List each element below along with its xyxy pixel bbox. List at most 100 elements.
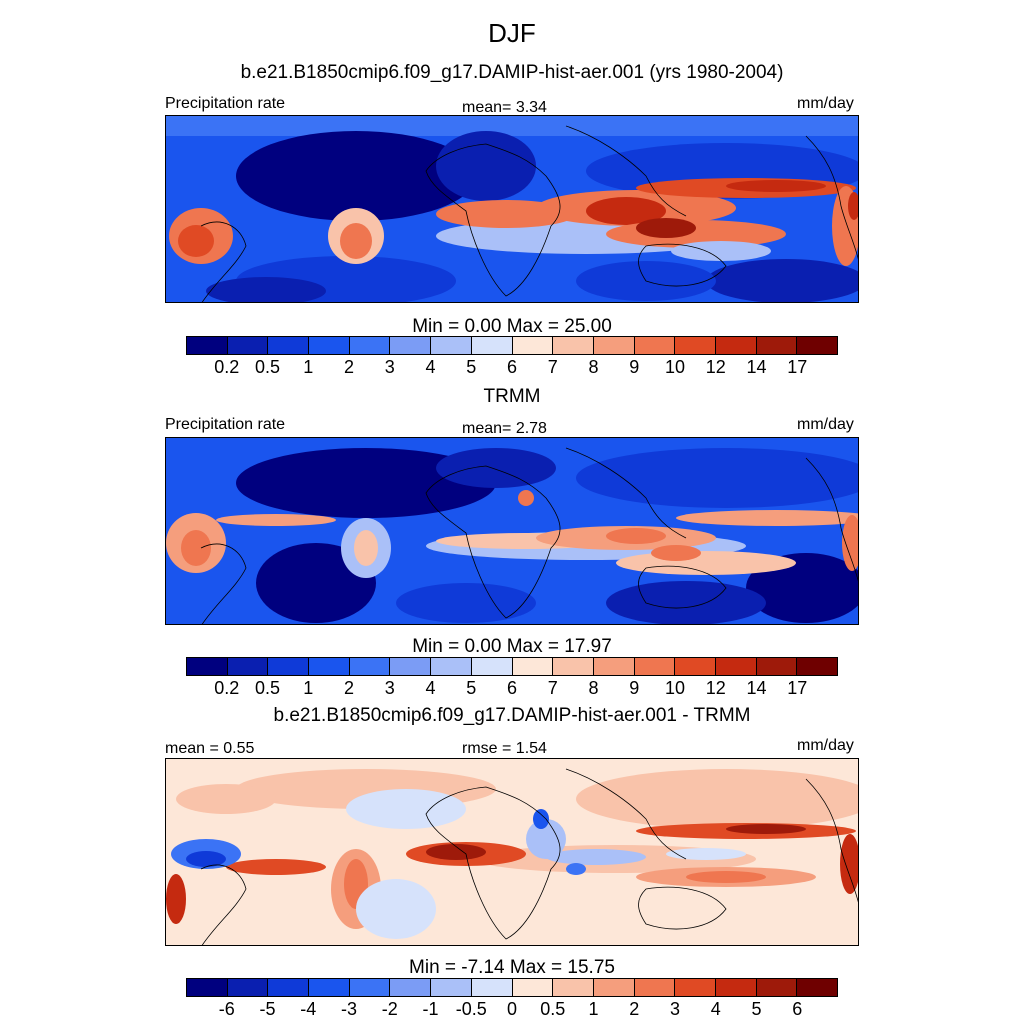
colorbar-tick-label: 17	[787, 357, 808, 377]
panel2-colorbar	[186, 657, 838, 676]
colorbar-tick-label: 8	[588, 357, 599, 377]
colorbar-tick-label: -2	[381, 999, 398, 1019]
panel2-minmax: Min = 0.00 Max = 17.97	[412, 636, 612, 657]
panel1-colorbar	[186, 336, 838, 355]
colorbar-swatch	[471, 337, 513, 354]
colorbar-swatch	[675, 337, 716, 354]
colorbar-tick-label: 2	[629, 999, 640, 1019]
colorbar-tick-label: 17	[787, 678, 808, 698]
panel2-trmm-precip-map	[165, 437, 859, 625]
colorbar-tick-label: 0.2	[214, 678, 240, 698]
colorbar-tick-label: 6	[506, 678, 518, 698]
colorbar-swatch	[227, 658, 269, 675]
colorbar-swatch	[471, 979, 513, 996]
colorbar-swatch	[471, 658, 513, 675]
colorbar-tick-label: 0.5	[254, 678, 281, 698]
panel3-units-label: mm/day	[797, 737, 854, 754]
colorbar-swatch	[553, 337, 594, 354]
panel2-variable-label: Precipitation rate	[165, 416, 286, 433]
colorbar-swatch	[431, 979, 472, 996]
panel2-mean-label: mean= 2.78	[462, 420, 547, 437]
colorbar-tick-label: 6	[506, 357, 518, 377]
panel3-difference-map	[165, 758, 859, 946]
colorbar-tick-label: -0.5	[455, 999, 487, 1019]
colorbar-tick-label: 0.2	[214, 357, 240, 377]
colorbar-swatch	[227, 979, 269, 996]
colorbar-swatch	[797, 658, 837, 675]
panel2-colorbar-ticks: 0.2 0.5 1 2 3 4 5 6 7 8 9 10 12 14 17	[186, 678, 838, 700]
colorbar-swatch	[715, 979, 757, 996]
colorbar-swatch	[512, 658, 554, 675]
colorbar-swatch	[268, 979, 310, 996]
panel1-colorbar-ticks: 0.2 0.5 1 2 3 4 5 6 7 8 9 10 12 14 17	[186, 357, 838, 379]
colorbar-swatch	[512, 337, 554, 354]
colorbar-tick-label: -1	[422, 999, 439, 1019]
colorbar-tick-label: 5	[751, 999, 762, 1019]
colorbar-tick-label: 10	[664, 357, 686, 377]
colorbar-swatch	[593, 658, 635, 675]
colorbar-tick-label: 1	[303, 678, 314, 698]
colorbar-tick-label: 0	[506, 999, 518, 1019]
colorbar-tick-label: 10	[664, 678, 686, 698]
colorbar-swatch	[268, 337, 310, 354]
colorbar-swatch	[431, 337, 472, 354]
colorbar-tick-label: 12	[705, 357, 726, 377]
colorbar-swatch	[268, 658, 310, 675]
colorbar-tick-label: 4	[710, 999, 721, 1019]
panel3-rmse-label: rmse = 1.54	[462, 740, 547, 757]
colorbar-tick-label: 6	[792, 999, 803, 1019]
panel3-colorbar-ticks: -6 -5 -4 -3 -2 -1 -0.5 0 0.5 1 2 3 4 5 6	[186, 999, 838, 1021]
panel1-subtitle: b.e21.B1850cmip6.f09_g17.DAMIP-hist-aer.…	[240, 62, 784, 83]
colorbar-tick-label: 1	[588, 999, 599, 1019]
colorbar-swatch	[349, 658, 391, 675]
colorbar-tick-label: 3	[384, 357, 395, 377]
colorbar-swatch	[593, 979, 635, 996]
colorbar-swatch	[715, 337, 757, 354]
colorbar-tick-label: 1	[303, 357, 314, 377]
colorbar-tick-label: 5	[466, 678, 477, 698]
colorbar-swatch	[675, 979, 716, 996]
colorbar-swatch	[390, 658, 432, 675]
panel1-model-precip-map	[165, 115, 859, 303]
figure-title: DJF	[488, 18, 536, 48]
colorbar-swatch	[349, 979, 391, 996]
colorbar-swatch	[553, 658, 594, 675]
colorbar-swatch	[634, 979, 676, 996]
colorbar-swatch	[349, 337, 391, 354]
colorbar-swatch	[187, 979, 228, 996]
colorbar-tick-label: 7	[547, 357, 558, 377]
colorbar-tick-label: -4	[300, 999, 317, 1019]
colorbar-swatch	[593, 337, 635, 354]
colorbar-swatch	[309, 337, 350, 354]
colorbar-tick-label: -3	[340, 999, 358, 1019]
colorbar-swatch	[634, 658, 676, 675]
colorbar-swatch	[187, 337, 228, 354]
panel1-minmax: Min = 0.00 Max = 25.00	[412, 316, 612, 337]
colorbar-swatch	[797, 979, 837, 996]
colorbar-tick-label: 0.5	[254, 357, 281, 377]
colorbar-tick-label: -5	[259, 999, 276, 1019]
panel2-units-label: mm/day	[797, 416, 854, 433]
panel2-title: TRMM	[483, 386, 541, 407]
colorbar-swatch	[756, 337, 798, 354]
colorbar-swatch	[431, 658, 472, 675]
colorbar-tick-label: 5	[466, 357, 477, 377]
colorbar-tick-label: 4	[425, 678, 436, 698]
colorbar-tick-label: 2	[343, 678, 355, 698]
panel3-map-graphic	[166, 759, 858, 945]
colorbar-tick-label: 2	[343, 357, 355, 377]
panel3-mean-label: mean = 0.55	[165, 740, 255, 757]
panel3-minmax: Min = -7.14 Max = 15.75	[409, 957, 615, 978]
panel1-mean-label: mean= 3.34	[462, 99, 547, 116]
panel2-map-graphic	[166, 438, 858, 624]
colorbar-tick-label: 12	[705, 678, 726, 698]
colorbar-swatch	[390, 337, 432, 354]
colorbar-tick-label: 14	[746, 357, 767, 377]
colorbar-swatch	[675, 658, 716, 675]
colorbar-swatch	[553, 979, 594, 996]
colorbar-swatch	[309, 979, 350, 996]
colorbar-swatch	[512, 979, 554, 996]
colorbar-tick-label: 3	[669, 999, 681, 1019]
colorbar-swatch	[390, 979, 432, 996]
colorbar-tick-label: 4	[425, 357, 436, 377]
